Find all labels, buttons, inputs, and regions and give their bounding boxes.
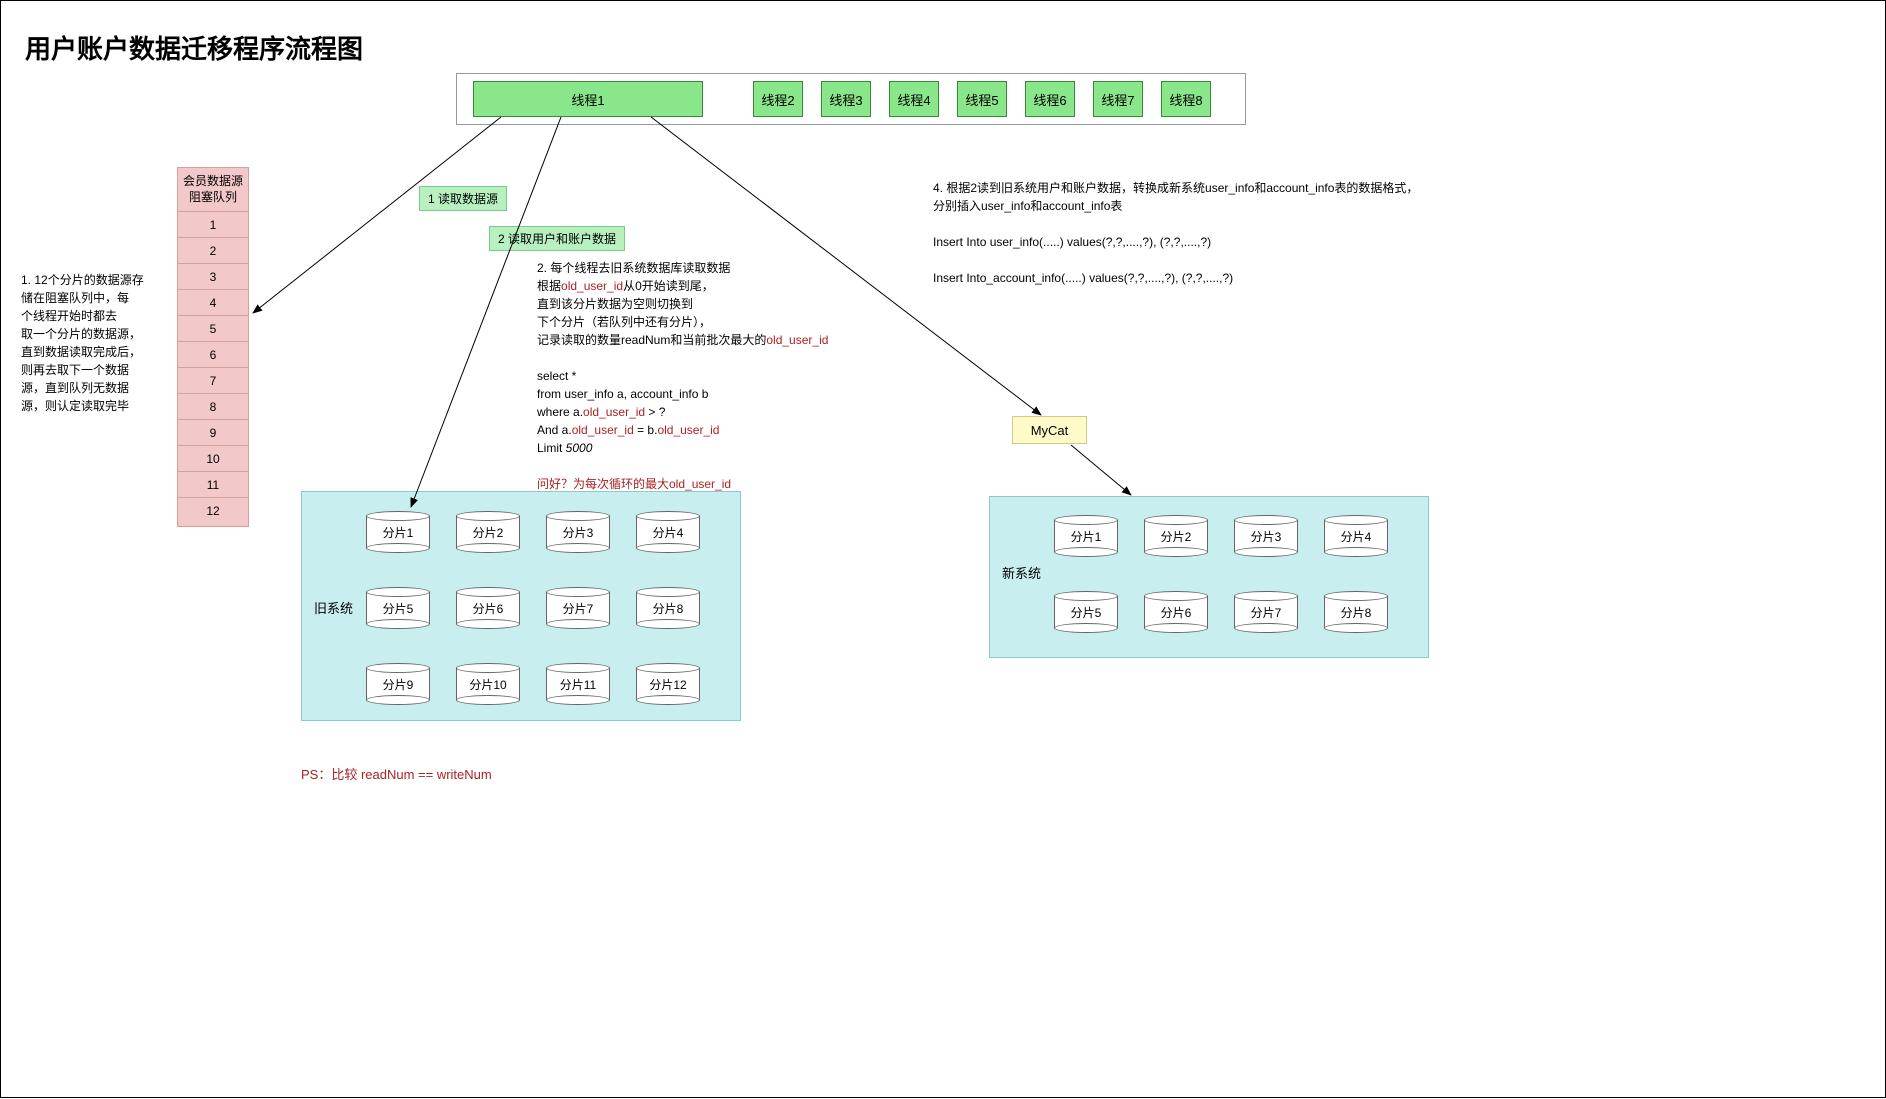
- queue-cell-12: 12: [178, 497, 248, 523]
- queue-cell-6: 6: [178, 341, 248, 367]
- old-shard-1: 分片1: [366, 511, 430, 553]
- queue-cell-1: 1: [178, 211, 248, 237]
- queue-cell-10: 10: [178, 445, 248, 471]
- thread-6: 线程6: [1025, 81, 1075, 117]
- old-shard-3: 分片3: [546, 511, 610, 553]
- queue-cell-3: 3: [178, 263, 248, 289]
- queue-cell-2: 2: [178, 237, 248, 263]
- new-shard-1: 分片1: [1054, 515, 1118, 557]
- thread-5: 线程5: [957, 81, 1007, 117]
- step-2-text: 2. 每个线程去旧系统数据库读取数据根据old_user_id从0开始读到尾，直…: [537, 259, 857, 493]
- new-shard-2: 分片2: [1144, 515, 1208, 557]
- step-2-label: 2 读取用户和账户数据: [489, 226, 625, 251]
- old-system-label: 旧系统: [314, 598, 353, 617]
- old-shard-11: 分片11: [546, 663, 610, 705]
- new-shard-4: 分片4: [1324, 515, 1388, 557]
- thread-8: 线程8: [1161, 81, 1211, 117]
- left-note: 1. 12个分片的数据源存 储在阻塞队列中，每 个线程开始时都去 取一个分片的数…: [21, 271, 171, 415]
- ps-note: PS：比较 readNum == writeNum: [301, 764, 492, 783]
- right-note: 4. 根据2读到旧系统用户和账户数据，转换成新系统user_info和accou…: [933, 179, 1473, 287]
- arrows-svg: [1, 1, 1886, 1099]
- arrow-1: [253, 117, 501, 313]
- new-system-label: 新系统: [1002, 563, 1041, 582]
- old-shard-2: 分片2: [456, 511, 520, 553]
- queue-cell-5: 5: [178, 315, 248, 341]
- thread-3: 线程3: [821, 81, 871, 117]
- old-shard-7: 分片7: [546, 587, 610, 629]
- old-shard-5: 分片5: [366, 587, 430, 629]
- queue-cell-9: 9: [178, 419, 248, 445]
- old-shard-12: 分片12: [636, 663, 700, 705]
- thread-1: 线程1: [473, 81, 703, 117]
- queue-cell-11: 11: [178, 471, 248, 497]
- old-shard-9: 分片9: [366, 663, 430, 705]
- old-shard-6: 分片6: [456, 587, 520, 629]
- thread-7: 线程7: [1093, 81, 1143, 117]
- thread-4: 线程4: [889, 81, 939, 117]
- new-shard-8: 分片8: [1324, 591, 1388, 633]
- step-1-label: 1 读取数据源: [419, 186, 507, 211]
- thread-2: 线程2: [753, 81, 803, 117]
- new-shard-6: 分片6: [1144, 591, 1208, 633]
- queue-cell-8: 8: [178, 393, 248, 419]
- mycat-box: MyCat: [1012, 416, 1087, 444]
- old-shard-10: 分片10: [456, 663, 520, 705]
- old-shard-4: 分片4: [636, 511, 700, 553]
- queue-cell-7: 7: [178, 367, 248, 393]
- queue-box: 会员数据源 阻塞队列 123456789101112: [177, 167, 249, 527]
- arrow-4: [1071, 445, 1131, 495]
- old-shard-8: 分片8: [636, 587, 700, 629]
- diagram-canvas: 用户账户数据迁移程序流程图 线程1 线程2 线程3 线程4 线程5 线程6 线程7 线程8 会…: [0, 0, 1886, 1098]
- queue-cell-4: 4: [178, 289, 248, 315]
- new-shard-5: 分片5: [1054, 591, 1118, 633]
- new-shard-7: 分片7: [1234, 591, 1298, 633]
- new-shard-3: 分片3: [1234, 515, 1298, 557]
- page-title: 用户账户数据迁移程序流程图: [25, 29, 363, 66]
- queue-title: 会员数据源 阻塞队列: [178, 168, 248, 211]
